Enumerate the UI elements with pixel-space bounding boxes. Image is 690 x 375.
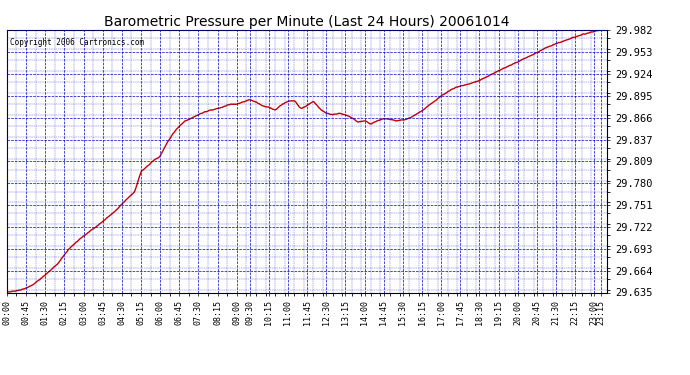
Title: Barometric Pressure per Minute (Last 24 Hours) 20061014: Barometric Pressure per Minute (Last 24 … <box>104 15 510 29</box>
Text: Copyright 2006 Cartronics.com: Copyright 2006 Cartronics.com <box>10 38 144 47</box>
